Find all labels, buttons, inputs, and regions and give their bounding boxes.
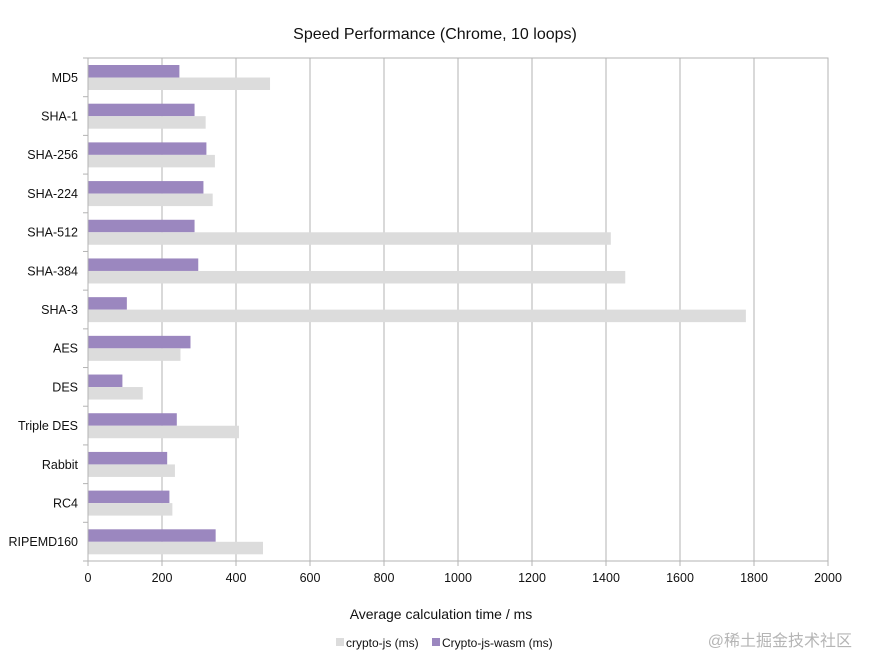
legend-label-0: crypto-js (ms): [346, 636, 419, 650]
category-label-rabbit: Rabbit: [42, 458, 79, 472]
category-label-sha-1: SHA-1: [41, 110, 78, 124]
watermark-text: @稀土掘金技术社区: [708, 632, 852, 650]
category-label-triple-des: Triple DES: [18, 419, 78, 433]
x-tick-label-1200: 1200: [518, 571, 546, 585]
bar-wasm-rabbit: [88, 451, 168, 465]
bar-wasm-rc4: [88, 490, 170, 504]
bar-cryptojs-triple-des: [88, 425, 239, 439]
x-tick-label-1000: 1000: [444, 571, 472, 585]
bar-cryptojs-sha-256: [88, 154, 215, 168]
bar-cryptojs-ripemd160: [88, 541, 264, 555]
x-tick-label-0: 0: [85, 571, 92, 585]
category-label-sha-512: SHA-512: [27, 226, 78, 240]
bar-wasm-md5: [88, 65, 180, 78]
bar-wasm-des: [88, 374, 123, 388]
bar-wasm-sha-3: [88, 297, 127, 310]
bar-wasm-ripemd160: [88, 529, 216, 542]
bars: [88, 65, 746, 555]
x-tick-label-400: 400: [226, 571, 247, 585]
x-tick-label-1600: 1600: [666, 571, 694, 585]
bar-wasm-sha-1: [88, 103, 195, 117]
category-label-des: DES: [52, 380, 78, 394]
plot-frame: [87, 57, 829, 562]
legend-swatch-1: [432, 638, 440, 646]
bar-cryptojs-sha-1: [88, 116, 206, 129]
x-tick-label-1800: 1800: [740, 571, 768, 585]
bar-cryptojs-rc4: [88, 503, 173, 516]
chart-title: Speed Performance (Chrome, 10 loops): [293, 26, 577, 43]
x-tick-label-200: 200: [152, 571, 173, 585]
bar-cryptojs-sha-3: [88, 309, 746, 323]
x-tick-label-800: 800: [374, 571, 395, 585]
bar-cryptojs-md5: [88, 77, 271, 90]
grid-lines: [161, 58, 829, 561]
category-label-ripemd160: RIPEMD160: [9, 535, 79, 549]
bar-wasm-sha-512: [88, 219, 195, 233]
legend-swatch-0: [336, 638, 344, 646]
bar-cryptojs-sha-512: [88, 232, 611, 245]
bar-wasm-sha-384: [88, 258, 199, 271]
x-tick-label-2000: 2000: [814, 571, 842, 585]
legend-label-1: Crypto-js-wasm (ms): [442, 636, 553, 650]
bar-cryptojs-sha-224: [88, 193, 213, 207]
bar-cryptojs-des: [88, 387, 143, 400]
bar-wasm-sha-224: [88, 181, 204, 194]
category-label-aes: AES: [53, 342, 78, 356]
category-label-sha-3: SHA-3: [41, 303, 78, 317]
x-tick-label-600: 600: [300, 571, 321, 585]
axis-labels: 0 200 400 600 800 1000 1200 1400 1600 1800 2000 MD5…: [9, 71, 842, 585]
axes: [83, 57, 829, 566]
legend: crypto-js (ms) Crypto-js-wasm (ms): [336, 636, 553, 650]
category-label-sha-256: SHA-256: [27, 148, 78, 162]
category-label-sha-384: SHA-384: [27, 264, 78, 278]
bar-cryptojs-rabbit: [88, 464, 175, 477]
bar-cryptojs-sha-384: [88, 270, 626, 284]
x-axis-title: Average calculation time / ms: [350, 606, 533, 622]
bar-wasm-triple-des: [88, 413, 177, 426]
x-tick-label-1400: 1400: [592, 571, 620, 585]
bar-wasm-sha-256: [88, 142, 207, 155]
category-label-md5: MD5: [52, 71, 78, 85]
bar-wasm-aes: [88, 335, 191, 349]
bar-cryptojs-aes: [88, 348, 181, 361]
category-label-rc4: RC4: [53, 496, 78, 510]
category-label-sha-224: SHA-224: [27, 187, 78, 201]
